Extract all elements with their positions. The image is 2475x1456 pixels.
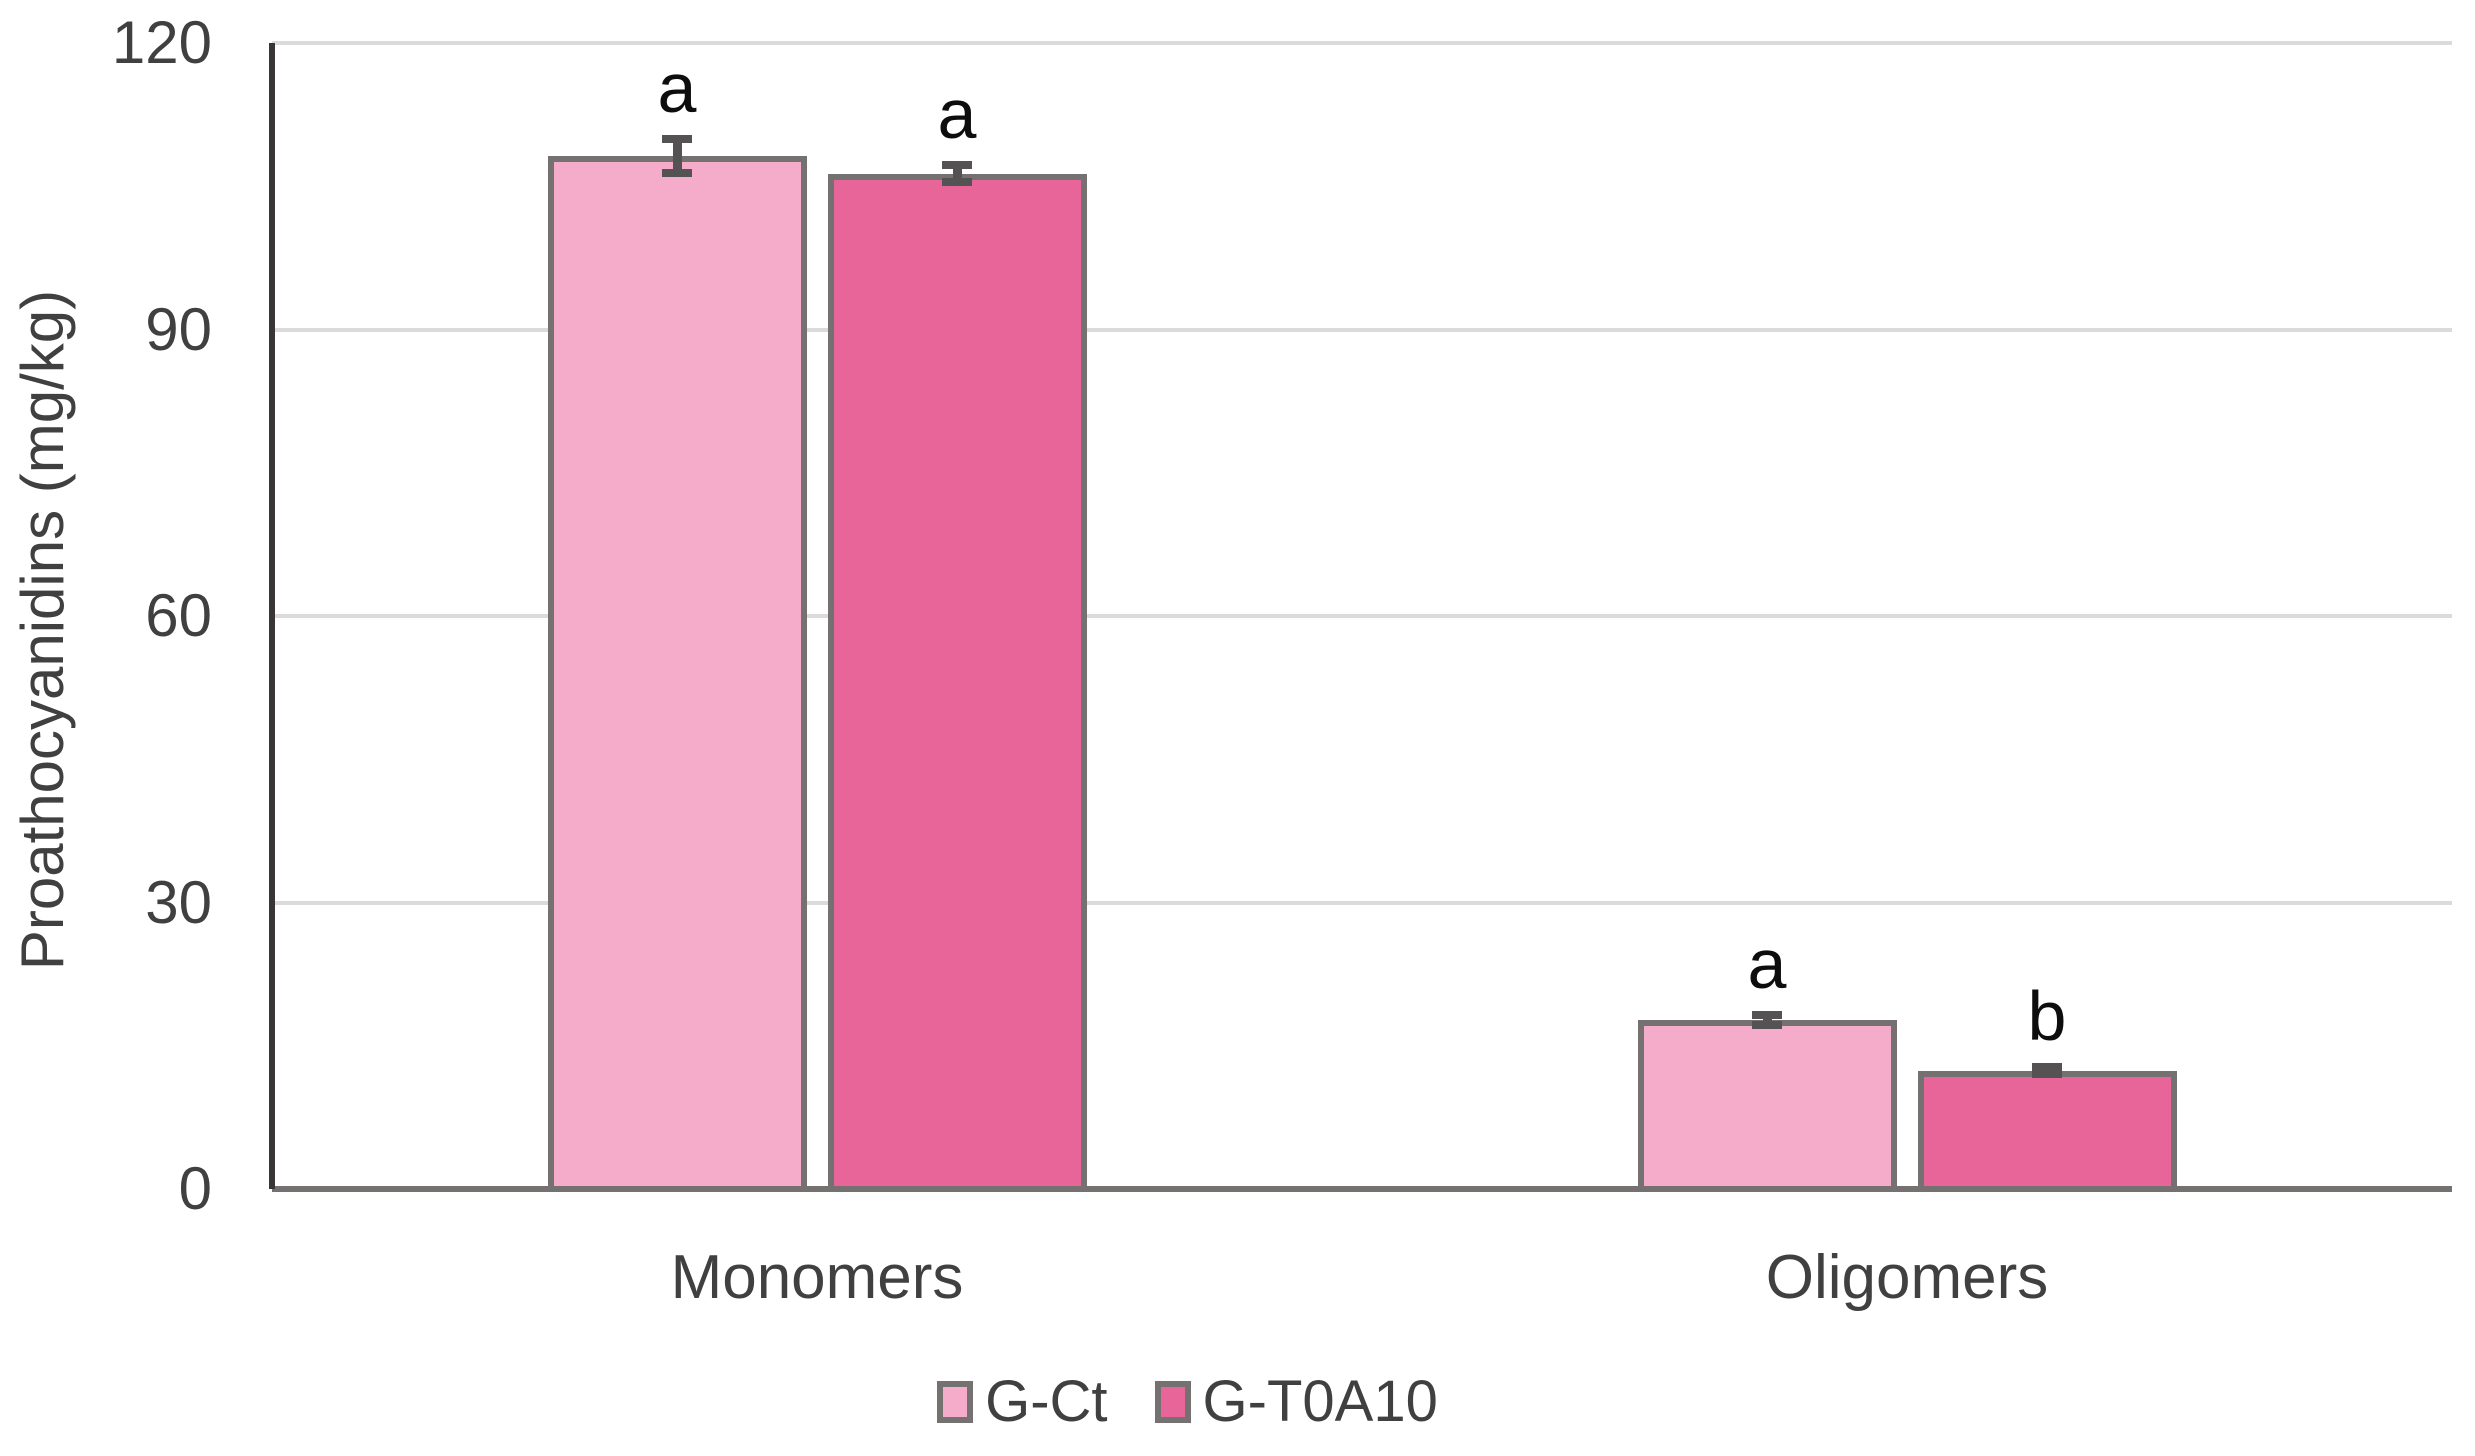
bar-g-ct-oligomers — [1637, 1019, 1897, 1192]
x-category-label: Monomers — [670, 1243, 964, 1312]
y-tick-label: 60 — [145, 582, 212, 649]
y-axis-line — [269, 43, 275, 1189]
significance-letter: a — [657, 48, 697, 127]
y-tick-label: 0 — [178, 1155, 212, 1222]
y-tick-label: 120 — [111, 9, 212, 76]
significance-letter: a — [1747, 925, 1787, 1004]
legend-label-g-ct: G-Ct — [985, 1369, 1108, 1434]
x-category-label: Oligomers — [1765, 1243, 2049, 1312]
error-bar-cap-bottom — [662, 168, 692, 177]
legend: G-Ct G-T0A10 — [0, 1369, 2425, 1434]
gridline — [272, 900, 2452, 905]
legend-item-g-t0a10: G-T0A10 — [1154, 1369, 1438, 1434]
x-axis-line — [272, 1186, 2452, 1192]
error-bar-cap-bottom — [2032, 1070, 2062, 1079]
bar-g-t0a10-monomers — [827, 173, 1087, 1192]
y-tick-label: 90 — [145, 295, 212, 363]
error-bar-cap-bottom — [1752, 1020, 1782, 1029]
error-bar-cap-bottom — [942, 178, 972, 187]
legend-swatch-g-ct — [937, 1381, 974, 1423]
legend-label-g-t0a10: G-T0A10 — [1202, 1369, 1438, 1434]
gridline — [272, 41, 2452, 45]
error-bar-cap-top — [2032, 1062, 2062, 1071]
error-bar-cap-top — [662, 134, 692, 143]
error-bar-stem — [1762, 1015, 1772, 1025]
bar-g-t0a10-oligomers — [1917, 1070, 2177, 1192]
error-bar-stem — [672, 138, 682, 173]
error-bar-cap-top — [1752, 1011, 1782, 1020]
bar-g-ct-monomers — [547, 155, 807, 1192]
error-bar-cap-top — [942, 161, 972, 170]
significance-letter: b — [2027, 976, 2067, 1055]
error-bar-stem — [952, 165, 962, 183]
y-tick-label: 30 — [145, 868, 212, 936]
legend-swatch-g-t0a10 — [1154, 1381, 1191, 1423]
significance-letter: a — [937, 75, 977, 154]
gridline — [272, 327, 2452, 332]
gridline — [272, 614, 2452, 618]
legend-item-g-ct: G-Ct — [937, 1369, 1108, 1434]
